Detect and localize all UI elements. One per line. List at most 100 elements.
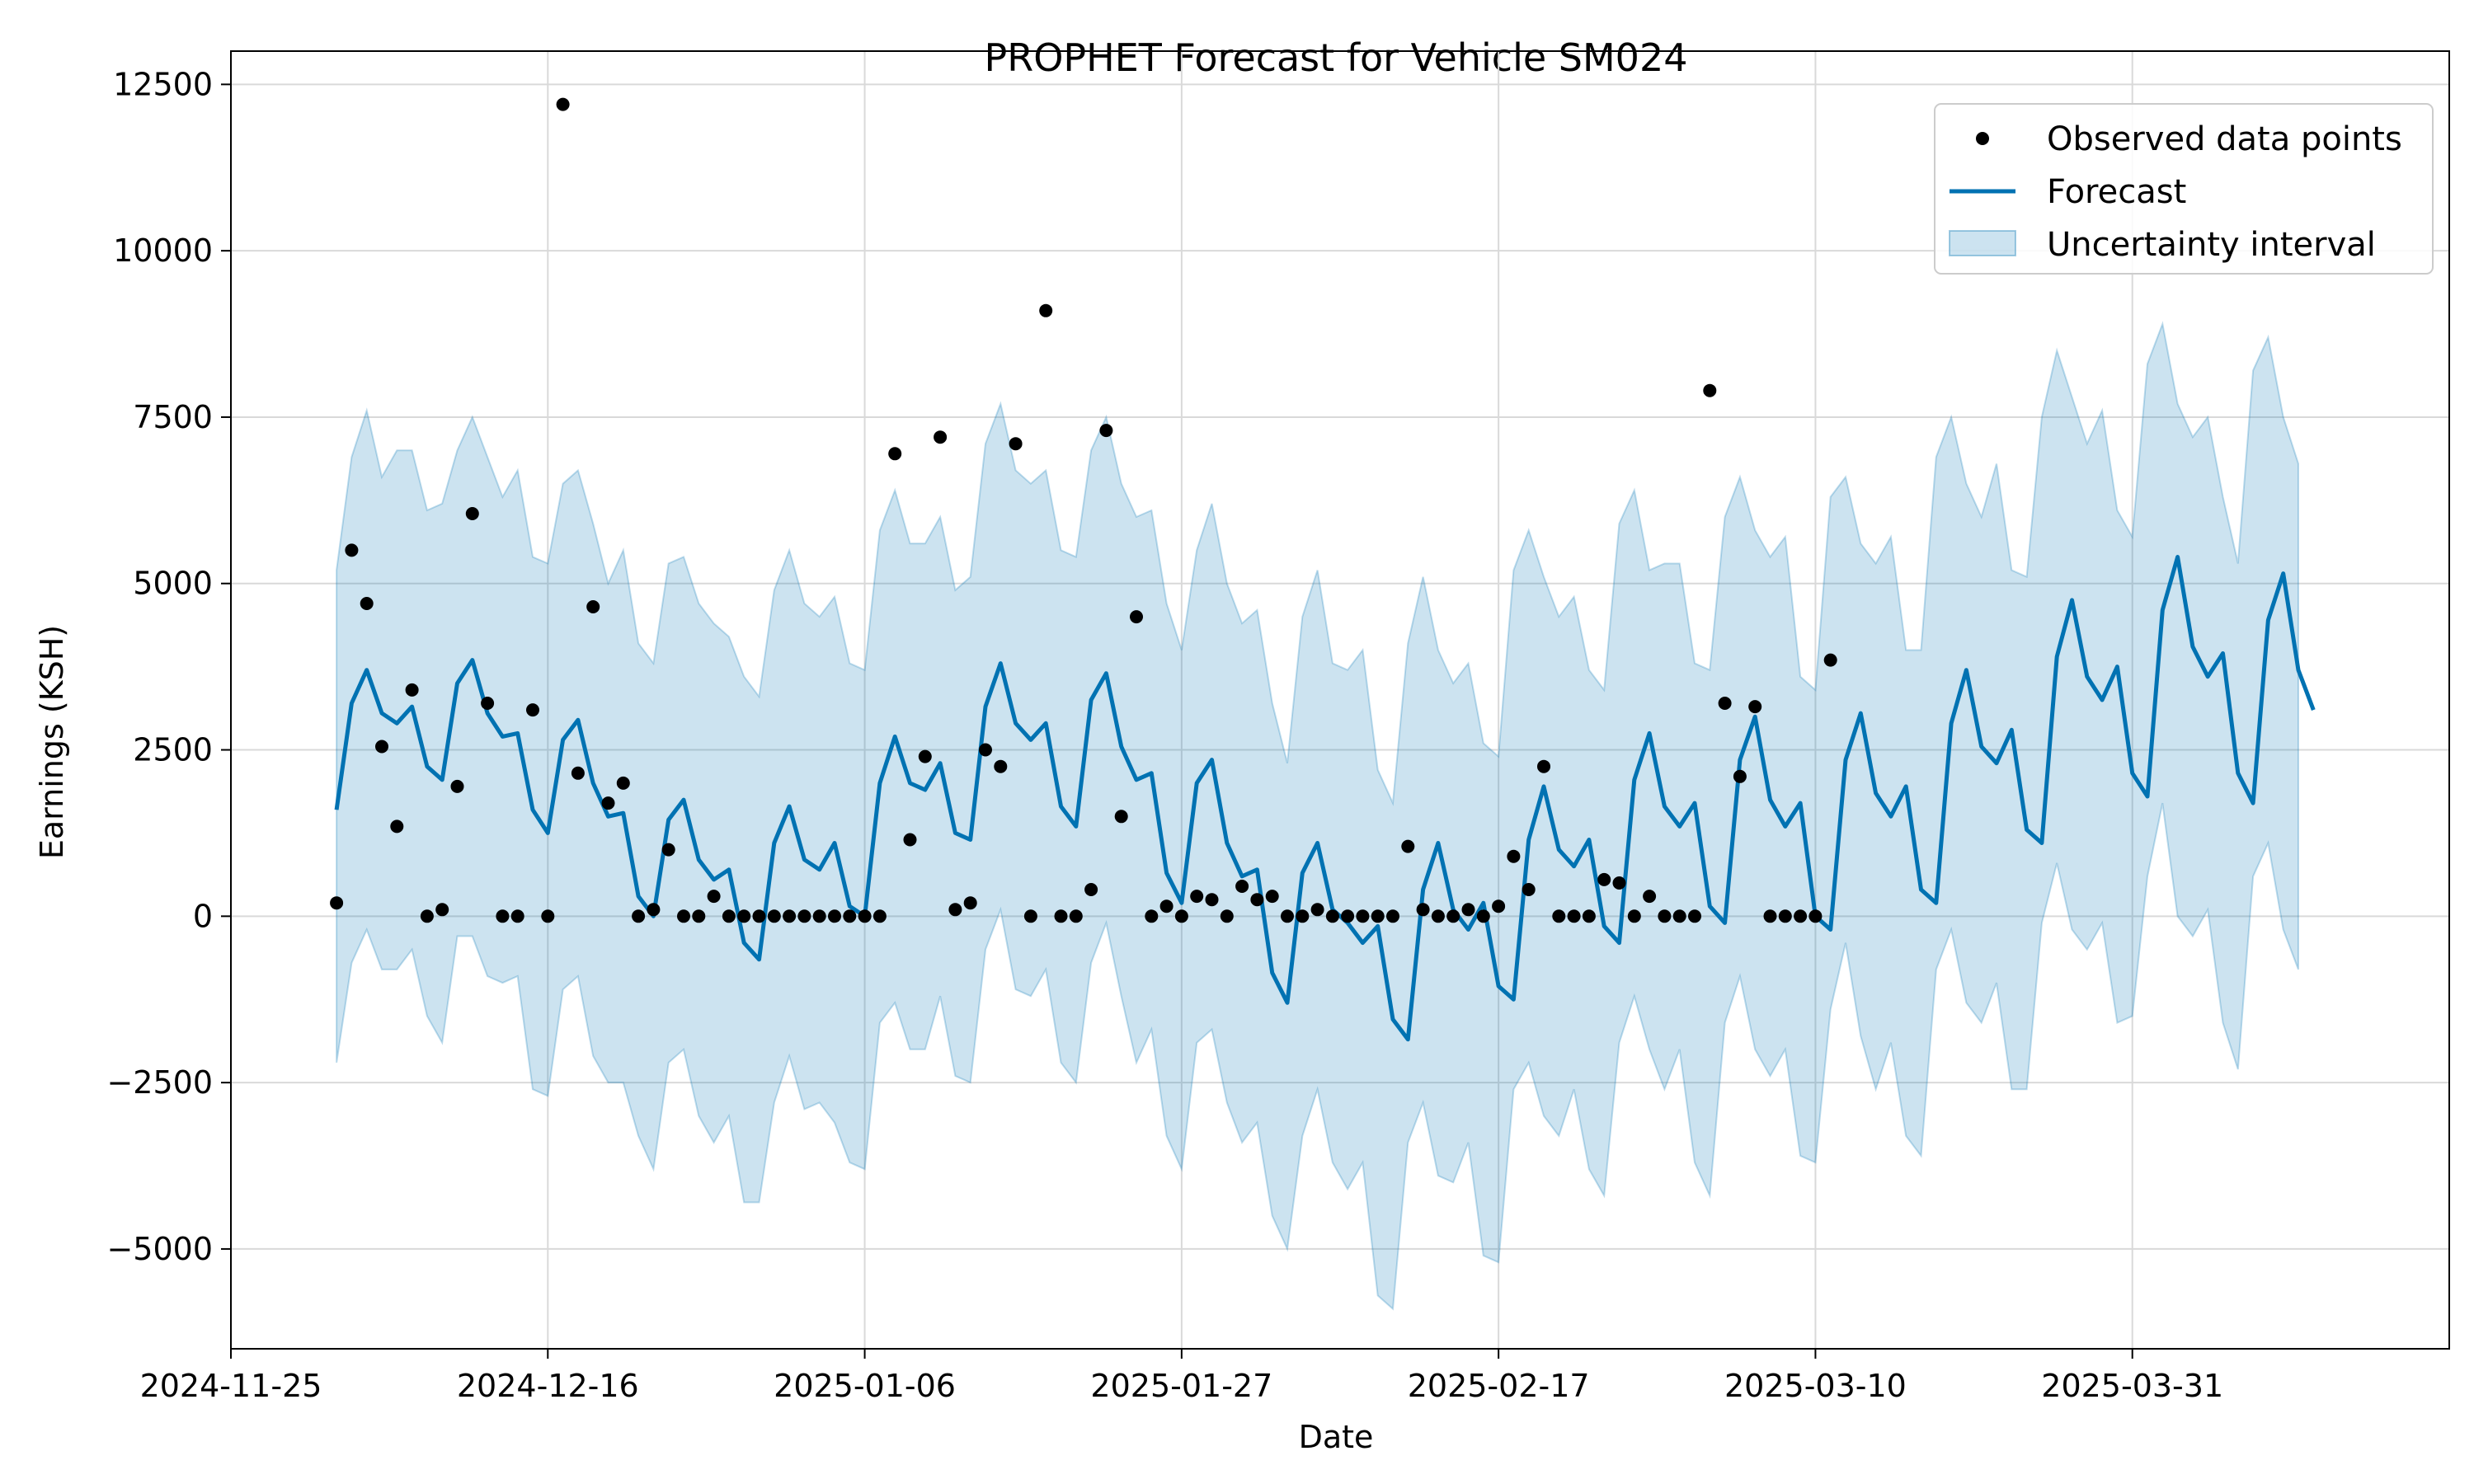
observed-point xyxy=(375,740,388,754)
y-tick-label: 10000 xyxy=(113,232,213,269)
observed-point xyxy=(556,97,570,111)
observed-point xyxy=(1446,909,1460,923)
observed-point xyxy=(345,543,359,557)
observed-point xyxy=(1778,909,1792,923)
legend-label-uncertainty: Uncertainty interval xyxy=(2047,226,2376,264)
observed-point xyxy=(1099,424,1113,438)
observed-points xyxy=(330,97,1837,923)
observed-point xyxy=(1763,909,1777,923)
observed-point xyxy=(1748,700,1762,714)
observed-point xyxy=(1627,909,1641,923)
observed-point xyxy=(1341,909,1355,923)
forecast-series-line xyxy=(334,555,2316,1042)
observed-point xyxy=(872,909,887,923)
observed-point xyxy=(843,909,857,923)
legend-box xyxy=(1934,103,2434,275)
observed-point xyxy=(1552,909,1566,923)
observed-point xyxy=(888,447,902,461)
observed-point xyxy=(360,597,374,610)
observed-point xyxy=(1386,909,1399,923)
observed-point xyxy=(722,909,736,923)
observed-point xyxy=(903,833,917,847)
x-tick-label: 2025-03-10 xyxy=(1724,1368,1907,1404)
observed-point xyxy=(450,779,464,793)
forecast-line xyxy=(334,555,2316,1042)
observed-point xyxy=(1703,383,1717,397)
chart-title: PROPHET Forecast for Vehicle SM024 xyxy=(985,35,1688,80)
observed-point xyxy=(1461,903,1475,917)
observed-point xyxy=(1039,303,1053,317)
x-tick-label: 2024-11-25 xyxy=(140,1368,322,1404)
observed-point xyxy=(510,909,524,923)
observed-point xyxy=(1431,909,1445,923)
observed-point xyxy=(1416,903,1430,917)
x-axis-ticks: 2024-11-25 2024-12-16 2025-01-06 2025-01-27… xyxy=(140,1349,2223,1404)
observed-point xyxy=(1371,909,1385,923)
observed-point xyxy=(330,896,344,910)
plot-area xyxy=(230,50,2450,1350)
observed-point xyxy=(1190,890,1204,904)
observed-point xyxy=(1794,909,1808,923)
observed-point xyxy=(632,909,646,923)
x-tick-label: 2025-01-27 xyxy=(1090,1368,1272,1404)
observed-point xyxy=(979,743,992,757)
observed-point xyxy=(1009,437,1023,451)
observed-point xyxy=(1130,610,1143,624)
observed-point xyxy=(1023,909,1037,923)
observed-point xyxy=(541,909,555,923)
x-tick-label: 2024-12-16 xyxy=(457,1368,639,1404)
observed-point xyxy=(707,890,721,904)
y-tick-label: −2500 xyxy=(106,1064,213,1101)
y-tick-label: 2500 xyxy=(133,732,213,768)
observed-point xyxy=(1250,893,1264,907)
observed-point xyxy=(737,909,751,923)
observed-point xyxy=(1672,909,1686,923)
observed-point xyxy=(601,796,615,810)
observed-point xyxy=(1718,697,1732,710)
observed-point xyxy=(420,909,434,923)
legend-marker-observed xyxy=(1976,132,1989,145)
observed-point xyxy=(692,909,706,923)
observed-point xyxy=(1643,890,1657,904)
observed-point xyxy=(647,903,661,917)
legend-label-observed: Observed data points xyxy=(2047,120,2402,158)
observed-point xyxy=(390,819,404,834)
observed-point xyxy=(405,683,419,697)
legend-marker-uncertainty xyxy=(1949,230,2016,256)
observed-point xyxy=(616,776,630,790)
observed-point xyxy=(934,430,948,444)
observed-point xyxy=(1145,909,1159,923)
y-tick-label: 0 xyxy=(193,898,213,934)
observed-point xyxy=(571,766,585,780)
observed-point xyxy=(1688,909,1701,923)
observed-point xyxy=(1159,899,1174,913)
y-tick-label: 12500 xyxy=(113,66,213,102)
observed-point xyxy=(1567,909,1581,923)
observed-point xyxy=(1823,653,1837,667)
y-tick-label: 7500 xyxy=(133,399,213,435)
y-tick-label: −5000 xyxy=(106,1231,213,1267)
observed-point xyxy=(1174,909,1188,923)
observed-point xyxy=(1356,909,1370,923)
observed-point xyxy=(1069,909,1083,923)
observed-point xyxy=(1597,872,1611,886)
observed-point xyxy=(1733,769,1747,783)
observed-point xyxy=(1612,876,1626,890)
observed-point xyxy=(435,903,449,917)
observed-point xyxy=(858,909,872,923)
observed-point xyxy=(963,896,977,910)
x-tick-label: 2025-03-31 xyxy=(2041,1368,2223,1404)
observed-point xyxy=(586,600,600,613)
uncertainty-area xyxy=(336,321,2299,1311)
observed-point xyxy=(767,909,781,923)
observed-point xyxy=(526,703,539,717)
observed-point xyxy=(677,909,690,923)
observed-point xyxy=(918,749,932,763)
y-tick-label: 5000 xyxy=(133,566,213,602)
observed-point xyxy=(1235,880,1249,893)
observed-point xyxy=(994,759,1008,773)
observed-point xyxy=(1808,909,1823,923)
observed-point xyxy=(1084,883,1098,896)
observed-point xyxy=(797,909,811,923)
